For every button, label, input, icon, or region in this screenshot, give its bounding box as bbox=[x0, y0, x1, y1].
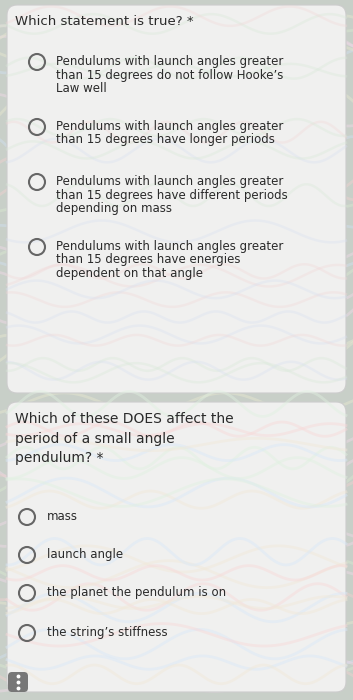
Text: Pendulums with launch angles greater: Pendulums with launch angles greater bbox=[56, 240, 283, 253]
FancyBboxPatch shape bbox=[7, 402, 346, 692]
Text: than 15 degrees have longer periods: than 15 degrees have longer periods bbox=[56, 134, 275, 146]
Text: than 15 degrees do not follow Hooke’s: than 15 degrees do not follow Hooke’s bbox=[56, 69, 283, 81]
Text: the planet the pendulum is on: the planet the pendulum is on bbox=[47, 586, 226, 599]
Text: dependent on that angle: dependent on that angle bbox=[56, 267, 203, 280]
Text: than 15 degrees have different periods: than 15 degrees have different periods bbox=[56, 188, 288, 202]
FancyBboxPatch shape bbox=[7, 5, 346, 393]
Text: Pendulums with launch angles greater: Pendulums with launch angles greater bbox=[56, 55, 283, 68]
Text: mass: mass bbox=[47, 510, 78, 523]
Text: the string’s stiffness: the string’s stiffness bbox=[47, 626, 168, 639]
Text: Pendulums with launch angles greater: Pendulums with launch angles greater bbox=[56, 120, 283, 133]
FancyBboxPatch shape bbox=[8, 672, 28, 692]
Text: Pendulums with launch angles greater: Pendulums with launch angles greater bbox=[56, 175, 283, 188]
Text: than 15 degrees have energies: than 15 degrees have energies bbox=[56, 253, 240, 267]
Text: launch angle: launch angle bbox=[47, 548, 123, 561]
Text: Which of these DOES affect the
period of a small angle
pendulum? *: Which of these DOES affect the period of… bbox=[15, 412, 234, 465]
Text: Law well: Law well bbox=[56, 82, 107, 95]
Text: Which statement is true? *: Which statement is true? * bbox=[15, 15, 194, 28]
Text: depending on mass: depending on mass bbox=[56, 202, 172, 215]
